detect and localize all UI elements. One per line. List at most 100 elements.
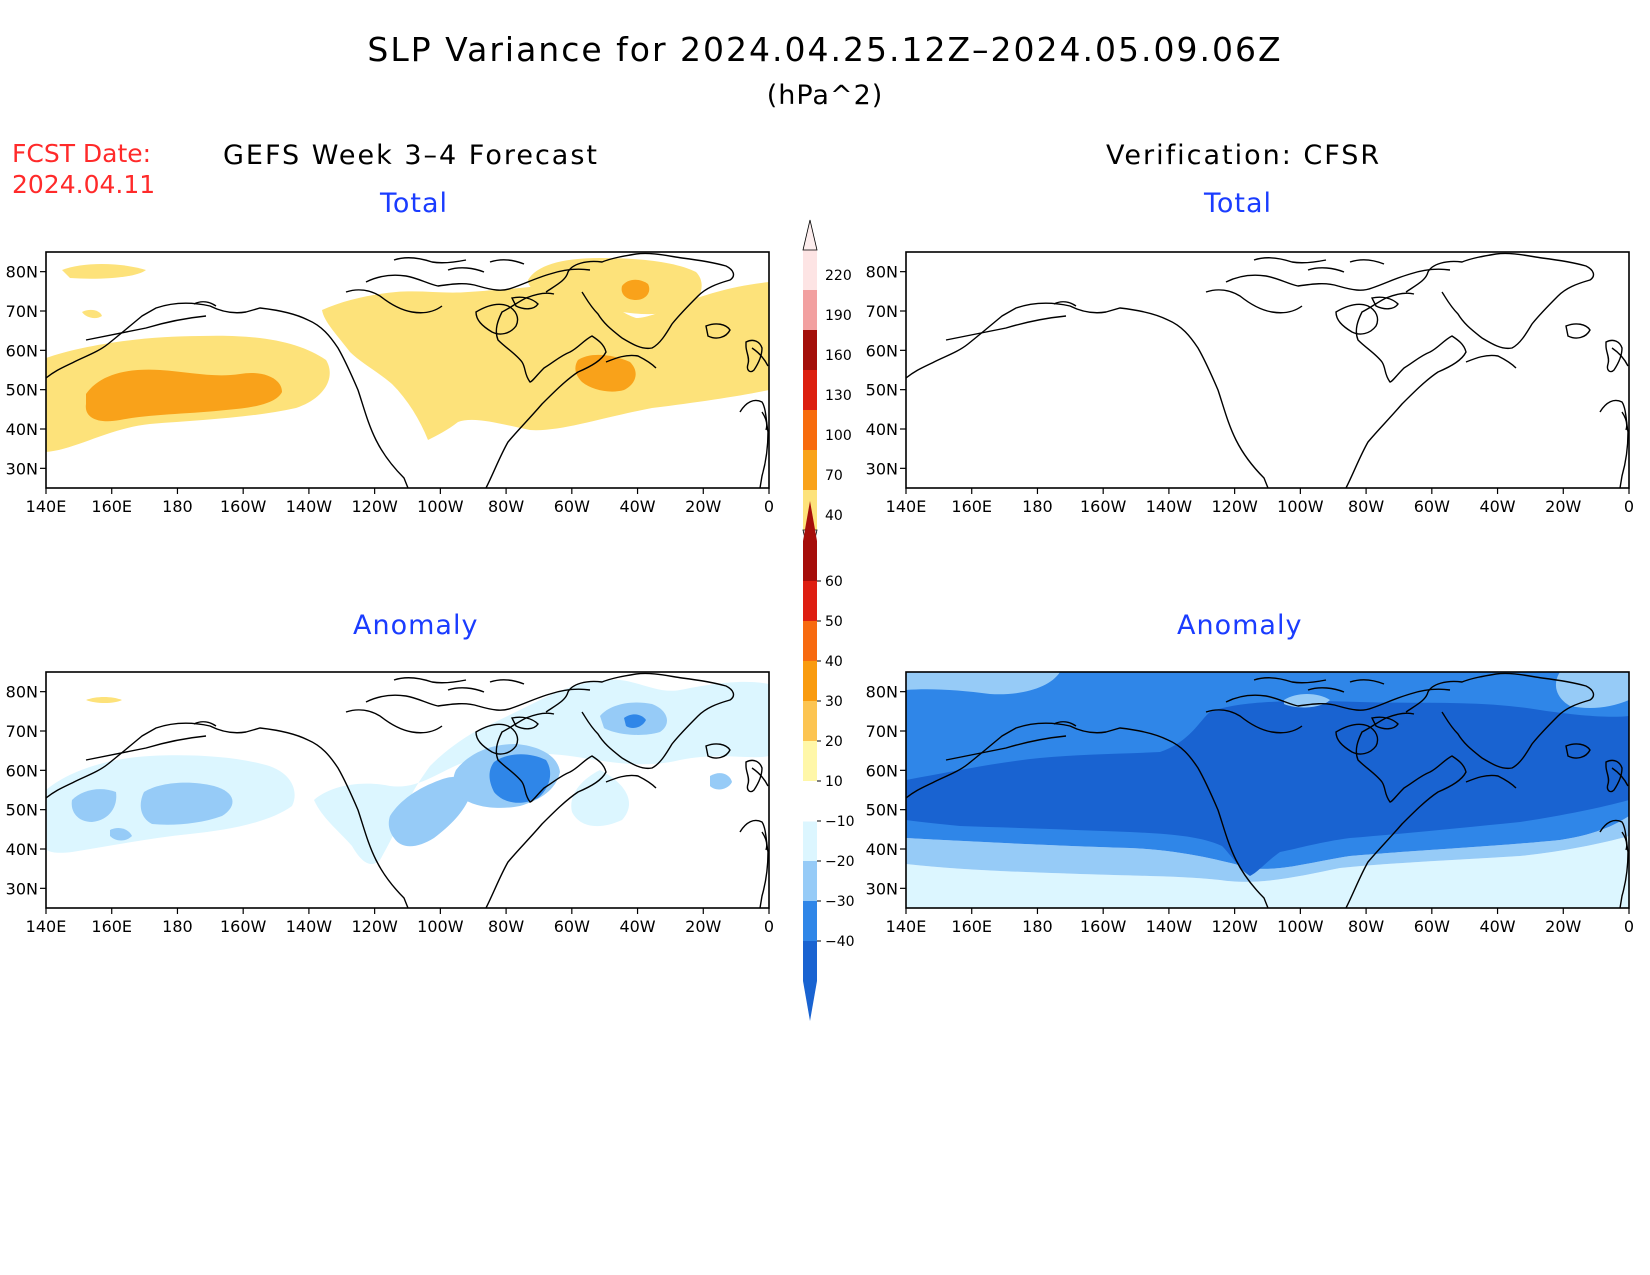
shaded-region: [140, 782, 233, 825]
lon-tick-label: 80W: [1348, 917, 1384, 936]
units-label: (hPa^2): [766, 80, 884, 111]
lon-tick-label: 100W: [1277, 497, 1324, 516]
lon-tick-label: 180: [1022, 497, 1053, 516]
lon-tick-label: 60W: [554, 497, 590, 516]
lon-tick-label: 40W: [619, 917, 655, 936]
colorbar-label: −40: [825, 934, 855, 950]
lon-tick-label: 40W: [1479, 917, 1515, 936]
forecast-date: FCST Date: 2024.04.11: [12, 138, 155, 200]
colorbar-label: 70: [825, 468, 843, 484]
colorbar-segment: [803, 541, 817, 581]
lat-tick-label: 70N: [6, 302, 38, 321]
lon-tick-label: 140W: [1146, 497, 1193, 516]
lon-tick-label: 100W: [1277, 917, 1324, 936]
lon-tick-label: 60W: [1414, 497, 1450, 516]
lon-tick-label: 180: [162, 917, 193, 936]
shaded-region: [110, 828, 132, 841]
panel-label-fcst-total: Total: [380, 188, 449, 219]
colorbar-label: −20: [825, 854, 855, 870]
lat-tick-label: 30N: [6, 459, 38, 478]
lon-tick-label: 160W: [1080, 917, 1127, 936]
lon-tick-label: 80W: [488, 917, 524, 936]
colorbar-top-arrow: [803, 501, 817, 541]
lon-tick-label: 0: [764, 497, 774, 516]
colorbar-segment: [803, 581, 817, 621]
shaded-region: [906, 701, 1629, 876]
colorbar-label: 100: [825, 428, 852, 444]
colorbar-segment: [803, 741, 817, 781]
map-panel-fcst-total: 80N 70N 60N 50N 40N 30N 140E 160E 180 160W 140W 120…: [6, 251, 774, 516]
lon-tick-label: 20W: [1545, 917, 1581, 936]
colorbar-label: 10: [825, 774, 843, 790]
verification-column-title: Verification: CFSR: [1106, 140, 1382, 171]
colorbar-segment: [803, 941, 817, 981]
lon-tick-label: 140W: [286, 917, 333, 936]
colorbar-label: 130: [825, 388, 852, 404]
lat-tick-label: 50N: [6, 381, 38, 400]
lat-tick-label: 80N: [6, 683, 38, 702]
colorbar-segment: [803, 450, 817, 490]
shaded-region: [71, 789, 117, 822]
forecast-column-title: GEFS Week 3–4 Forecast: [223, 140, 600, 171]
lon-tick-label: 80W: [488, 497, 524, 516]
shaded-region: [906, 836, 1629, 908]
lat-tick-label: 70N: [866, 302, 898, 321]
shaded-region: [624, 714, 646, 728]
colorbar-segment: [803, 821, 817, 861]
lon-tick-label: 40W: [619, 497, 655, 516]
colorbar-segment: [803, 410, 817, 450]
lon-tick-label: 160W: [220, 917, 267, 936]
lon-tick-label: 100W: [417, 917, 464, 936]
lon-tick-label: 160E: [951, 497, 992, 516]
lon-tick-label: 20W: [685, 497, 721, 516]
lon-tick-label: 180: [1022, 917, 1053, 936]
colorbar-label: −30: [825, 894, 855, 910]
map-background: [906, 252, 1629, 488]
lat-tick-label: 80N: [866, 263, 898, 282]
map-panel-verif-anomaly: 80N 70N 60N 50N 40N 30N 140E 160E 180 160W 140W 120…: [866, 671, 1634, 936]
lat-tick-label: 40N: [6, 420, 38, 439]
shaded-region: [710, 773, 732, 790]
shaded-region: [571, 770, 630, 827]
colorbar-label: 190: [825, 308, 852, 324]
colorbar-label: 220: [825, 268, 852, 284]
lat-tick-label: 30N: [6, 879, 38, 898]
colorbar-segment: [802, 780, 818, 822]
colorbar-label: 60: [825, 574, 843, 590]
map-panel-fcst-anomaly: 80N 70N 60N 50N 40N 30N 140E 160E 180 160W 140W 120…: [6, 671, 774, 936]
map-frame: [905, 251, 1630, 489]
lat-tick-label: 70N: [866, 722, 898, 741]
lat-tick-label: 50N: [6, 801, 38, 820]
map-frame: [45, 251, 770, 489]
colorbar-segment: [803, 661, 817, 701]
lon-tick-label: 160E: [91, 497, 132, 516]
lon-tick-label: 140E: [26, 917, 67, 936]
colorbar-segment: [803, 250, 817, 290]
colorbar-top-arrow: [802, 219, 818, 251]
colorbar-label: 50: [825, 614, 843, 630]
lon-tick-label: 20W: [685, 917, 721, 936]
lon-tick-label: 120W: [351, 917, 398, 936]
shaded-field: [46, 258, 769, 452]
colorbar-label: 30: [825, 694, 843, 710]
lon-tick-label: 160E: [91, 917, 132, 936]
map-panel-verif-total: 80N 70N 60N 50N 40N 30N 140E 160E 180 160W 140W 120…: [866, 251, 1634, 516]
forecast-date-value: 2024.04.11: [12, 170, 156, 199]
colorbar-anomaly: −40 −30 −20 −10 10 20 30 40 50 60: [802, 501, 855, 1021]
colorbar-segment: [803, 901, 817, 941]
colorbar-label: −10: [825, 814, 855, 830]
lat-tick-label: 30N: [866, 879, 898, 898]
shaded-region: [528, 258, 702, 315]
colorbars: 40 70 100 130 160 190 220 −40 −30 −20 −10 10 20 30 40 5…: [802, 219, 855, 1021]
lon-tick-label: 140E: [26, 497, 67, 516]
panel-label-fcst-anomaly: Anomaly: [353, 610, 479, 641]
shaded-region: [62, 264, 146, 279]
panel-label-verif-total: Total: [1204, 188, 1273, 219]
colorbar-label: 40: [825, 508, 843, 524]
lat-tick-label: 30N: [866, 459, 898, 478]
colorbar-label: 20: [825, 734, 843, 750]
colorbar-bottom-arrow: [803, 981, 817, 1021]
colorbar-segment: [803, 370, 817, 410]
lon-tick-label: 140E: [886, 497, 927, 516]
